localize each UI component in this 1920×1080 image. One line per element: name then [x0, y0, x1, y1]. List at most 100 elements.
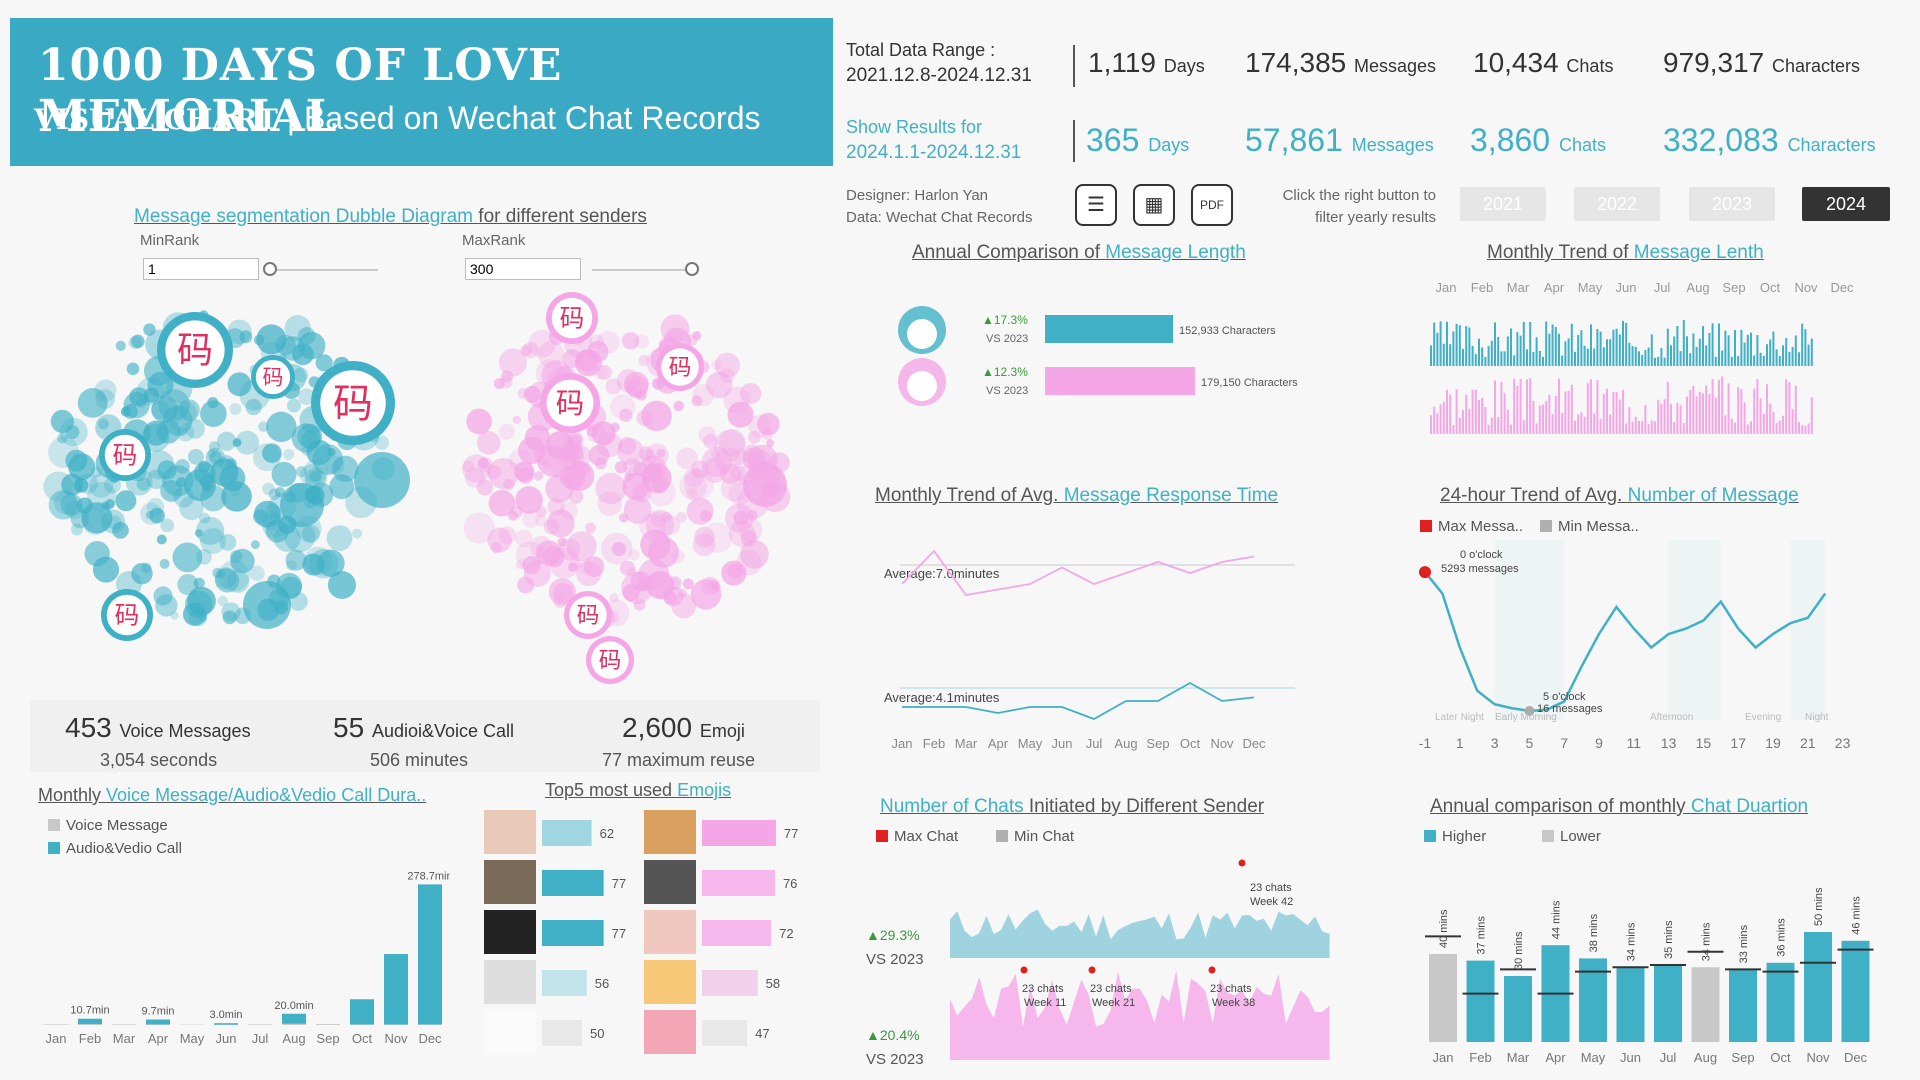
- emoji-value-a: 62: [600, 826, 614, 841]
- length-bar-a: [1586, 348, 1589, 366]
- length-bar-a: [1753, 355, 1756, 366]
- sender-b-bubble: [523, 385, 541, 404]
- length-bar-a: [1596, 329, 1599, 366]
- sender-b-bubble: [746, 510, 758, 521]
- sender-b-bubble: [640, 449, 657, 466]
- sender-a-bubble: [64, 500, 84, 520]
- pdf-icon[interactable]: PDF: [1191, 184, 1233, 226]
- year-button-2022[interactable]: 2022: [1574, 187, 1660, 221]
- maxrank-slider-track: [592, 269, 692, 271]
- length-bar-b: [1804, 425, 1807, 434]
- length-bar-b: [1529, 378, 1532, 434]
- sender-a-bubble: [172, 542, 203, 573]
- sender-a-bubble: [271, 461, 297, 487]
- length-bar-b: [1657, 399, 1660, 434]
- length-bar-b: [1590, 379, 1592, 434]
- call-bar: [214, 1023, 238, 1025]
- length-bar-a: [1570, 323, 1573, 366]
- length-bar-a: [1433, 322, 1436, 366]
- length-bar-a: [1561, 355, 1564, 366]
- length-bar-b: [1516, 385, 1519, 434]
- length-bar-a: [1775, 349, 1778, 366]
- length-bar-b: [1628, 407, 1631, 434]
- sender-a-bubble: [232, 438, 242, 447]
- sender-b-bubble: [476, 431, 501, 455]
- length-bar-a: [1510, 328, 1512, 366]
- length-bar-a: [1516, 332, 1519, 366]
- sender-b-bubble: [714, 447, 742, 475]
- year-button-2024[interactable]: 2024: [1802, 187, 1890, 221]
- show-range: Show Results for 2024.1.1-2024.12.31: [846, 117, 1022, 163]
- sender-a-bubble: [184, 590, 213, 618]
- length-bar-b: [1602, 394, 1605, 434]
- sender-b-bubble: [619, 560, 636, 576]
- length-label: 152,933 Characters: [1179, 325, 1276, 337]
- sender-b-bubble: [641, 400, 672, 432]
- sender-b-bubble: [588, 444, 610, 466]
- month-tick: Sep: [1146, 736, 1169, 751]
- response-line-a: [901, 549, 1255, 596]
- month-tick: Feb: [79, 1031, 101, 1046]
- length-bar-b: [1791, 409, 1794, 434]
- word-bubble: [546, 379, 594, 427]
- subtitle: VISUAL CHART | Based on Wechat Chat Reco…: [34, 100, 761, 136]
- sender-b-bubble: [742, 444, 762, 464]
- sender-a-bubble: [283, 449, 295, 461]
- database-icon[interactable]: ☰: [1075, 184, 1117, 226]
- maxrank-input[interactable]: [465, 258, 581, 280]
- length-bar-a: [1762, 355, 1765, 366]
- chats-area: [950, 909, 1330, 958]
- word-label: 码: [113, 443, 138, 470]
- image-icon[interactable]: ▦: [1133, 184, 1175, 226]
- length-bar-b: [1510, 424, 1512, 434]
- length-bar-a: [1743, 342, 1746, 366]
- length-bar-a: [1468, 327, 1471, 366]
- sender-a-bubble: [230, 550, 243, 563]
- length-bar-a: [1430, 345, 1432, 366]
- length-bar-a: [1714, 356, 1717, 366]
- length-bar-b: [1570, 384, 1573, 434]
- month-tick: Oct: [1770, 1050, 1791, 1065]
- voice-bar: [78, 1024, 102, 1025]
- length-bar-a: [1801, 323, 1804, 366]
- length-bar-b: [1618, 399, 1621, 434]
- bar-label: 278.7min: [407, 870, 450, 882]
- duration-label: 46 mins: [1851, 896, 1863, 935]
- sender-a-bubble: [65, 449, 88, 472]
- length-bar-a: [1727, 335, 1730, 366]
- length-bar-b: [1481, 397, 1484, 434]
- length-bar-a: [1497, 336, 1500, 366]
- chats-area: [950, 970, 1330, 1060]
- length-bar-a: [1631, 346, 1634, 366]
- length-bar-b: [1654, 421, 1656, 434]
- hour-tick: -1: [1419, 735, 1432, 751]
- length-bar-b: [1727, 383, 1730, 434]
- sender-a-bubble: [57, 433, 68, 444]
- hourly-line: [1424, 571, 1827, 713]
- length-bar-b: [1775, 423, 1778, 434]
- sender-a-bubble: [48, 436, 80, 468]
- minrank-slider-handle[interactable]: [263, 262, 277, 276]
- sender-b-bubble: [498, 423, 515, 440]
- length-bar-a: [1558, 333, 1560, 366]
- maxrank-slider-handle[interactable]: [685, 262, 699, 276]
- sender-b-bubble: [562, 349, 582, 369]
- sender-a-bubble: [131, 334, 145, 349]
- length-bar-a: [1503, 351, 1506, 366]
- word-label: 码: [669, 354, 692, 380]
- sender-b-bubble: [714, 352, 740, 378]
- length-bar-b: [1436, 413, 1439, 434]
- chat-note: 23 chats: [1090, 983, 1132, 995]
- length-bar-b: [1497, 416, 1500, 434]
- year-button-2021[interactable]: 2021: [1460, 187, 1546, 221]
- minrank-input[interactable]: [143, 258, 259, 280]
- year-button-2023[interactable]: 2023: [1689, 187, 1775, 221]
- main-title: 1000 DAYS OF LOVE MEMORIAL: [38, 40, 563, 142]
- length-bar-a: [1746, 334, 1749, 366]
- hour-tick: 7: [1560, 735, 1568, 751]
- sender-a-bubble: [179, 495, 204, 521]
- total-messages: 174,385 Messages: [1245, 47, 1437, 78]
- month-tick: Apr: [148, 1031, 169, 1046]
- month-tick: Feb: [923, 736, 945, 751]
- sender-b-bubble: [656, 448, 666, 458]
